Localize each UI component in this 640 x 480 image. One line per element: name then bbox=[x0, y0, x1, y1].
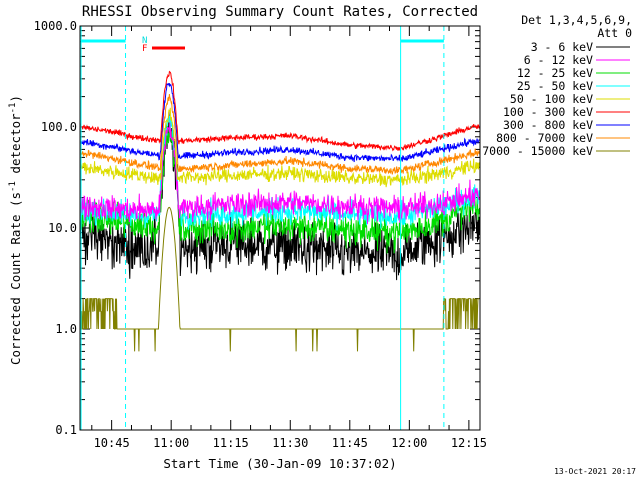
y-axis-label-mid: detector bbox=[8, 113, 23, 181]
series-100-300kev bbox=[79, 70, 480, 152]
legend-header-line1: Det 1,3,4,5,6,9, bbox=[521, 13, 632, 27]
series-7000-15000kev bbox=[79, 206, 480, 352]
series-800-7000kev bbox=[79, 93, 480, 175]
series-6-12kev bbox=[79, 122, 480, 224]
footer-timestamp: 13-Oct-2021 20:17 bbox=[554, 467, 636, 476]
y-tick-label: 10.0 bbox=[48, 221, 77, 235]
chart-title: RHESSI Observing Summary Count Rates, Co… bbox=[82, 4, 478, 20]
legend-label: 50 - 100 keV bbox=[510, 92, 593, 106]
series-layer bbox=[79, 70, 480, 352]
plot-frame bbox=[79, 25, 481, 431]
x-tick-label: 11:15 bbox=[213, 436, 249, 450]
series-line bbox=[79, 111, 480, 281]
legend-label: 6 - 12 keV bbox=[524, 53, 593, 67]
x-tick-label: 12:00 bbox=[391, 436, 427, 450]
series-line bbox=[79, 206, 480, 352]
legend-label: 12 - 25 keV bbox=[517, 66, 593, 80]
x-tick-label: 11:00 bbox=[153, 436, 189, 450]
y-tick-label: 0.1 bbox=[55, 423, 77, 437]
series-line bbox=[79, 93, 480, 175]
x-tick-label: 11:45 bbox=[332, 436, 368, 450]
y-axis-label: Corrected Count Rate (s-1 detector-1) bbox=[8, 95, 23, 365]
y-axis-label-main: Corrected Count Rate (s bbox=[8, 192, 23, 365]
legend-label: 300 - 800 keV bbox=[503, 118, 593, 132]
series-line bbox=[79, 122, 480, 224]
series-line bbox=[79, 117, 480, 254]
y-axis-label-end: ) bbox=[8, 95, 23, 103]
series-line bbox=[79, 82, 480, 163]
series-line bbox=[79, 107, 480, 188]
x-tick-labels: 10:45 11:00 11:15 11:30 11:45 12:00 12:15 bbox=[94, 436, 487, 450]
x-axis-label: Start Time (30-Jan-09 10:37:02) bbox=[163, 456, 396, 471]
series-3-6kev bbox=[79, 111, 480, 281]
legend-label: 3 - 6 keV bbox=[531, 40, 593, 54]
legend-label: 25 - 50 keV bbox=[517, 79, 593, 93]
y-tick-label: 100.0 bbox=[41, 120, 77, 134]
y-axis-label-sup1: -1 bbox=[8, 181, 18, 192]
flag-label-n: N bbox=[142, 36, 147, 46]
legend-label: 7000 - 15000 keV bbox=[482, 144, 593, 158]
series-300-800kev bbox=[79, 82, 480, 163]
legend-header-line2: Att 0 bbox=[597, 26, 632, 40]
legend-label: 100 - 300 keV bbox=[503, 105, 593, 119]
y-axis-label-sup2: -1 bbox=[8, 103, 18, 114]
x-tick-label: 11:30 bbox=[272, 436, 308, 450]
y-tick-labels: 1000.0 100.0 10.0 1.0 0.1 bbox=[34, 19, 77, 437]
overlay-layer: NF bbox=[80, 26, 445, 430]
legend-label: 800 - 7000 keV bbox=[496, 131, 593, 145]
series-12-25kev bbox=[79, 117, 480, 254]
series-50-100kev bbox=[79, 107, 480, 188]
y-tick-label: 1.0 bbox=[55, 322, 77, 336]
series-line bbox=[79, 70, 480, 152]
x-tick-label: 10:45 bbox=[94, 436, 130, 450]
y-tick-label: 1000.0 bbox=[34, 19, 77, 33]
x-tick-label: 12:15 bbox=[451, 436, 487, 450]
flag-label-f: F bbox=[142, 44, 147, 54]
